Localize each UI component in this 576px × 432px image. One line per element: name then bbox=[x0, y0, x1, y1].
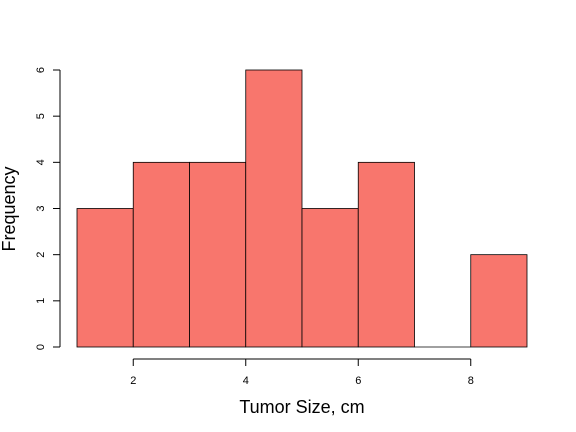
histogram-bar bbox=[76, 208, 134, 348]
bars bbox=[76, 69, 528, 348]
y-tick-label: 5 bbox=[35, 113, 47, 119]
y-axis: 0 1 2 3 4 5 6 bbox=[35, 67, 61, 350]
x-axis-title: Tumor Size, cm bbox=[239, 397, 364, 417]
histogram-bar bbox=[357, 161, 415, 348]
y-tick-label: 1 bbox=[35, 298, 47, 304]
histogram-bar bbox=[189, 161, 247, 348]
x-tick-label: 6 bbox=[355, 375, 361, 387]
y-tick-label: 0 bbox=[35, 344, 47, 350]
y-tick-label: 3 bbox=[35, 205, 47, 211]
y-axis-title: Frequency bbox=[0, 166, 19, 251]
x-tick-label: 2 bbox=[130, 375, 136, 387]
x-axis: 2 4 6 8 bbox=[130, 358, 474, 387]
histogram-bar bbox=[301, 208, 359, 348]
histogram-bar bbox=[132, 161, 190, 348]
histogram-bar bbox=[245, 69, 303, 348]
x-tick-label: 8 bbox=[468, 375, 474, 387]
x-tick-label: 4 bbox=[243, 375, 249, 387]
y-tick-label: 6 bbox=[35, 67, 47, 73]
histogram-bar bbox=[470, 254, 528, 348]
y-tick-label: 4 bbox=[35, 159, 47, 165]
y-tick-label: 2 bbox=[35, 252, 47, 258]
